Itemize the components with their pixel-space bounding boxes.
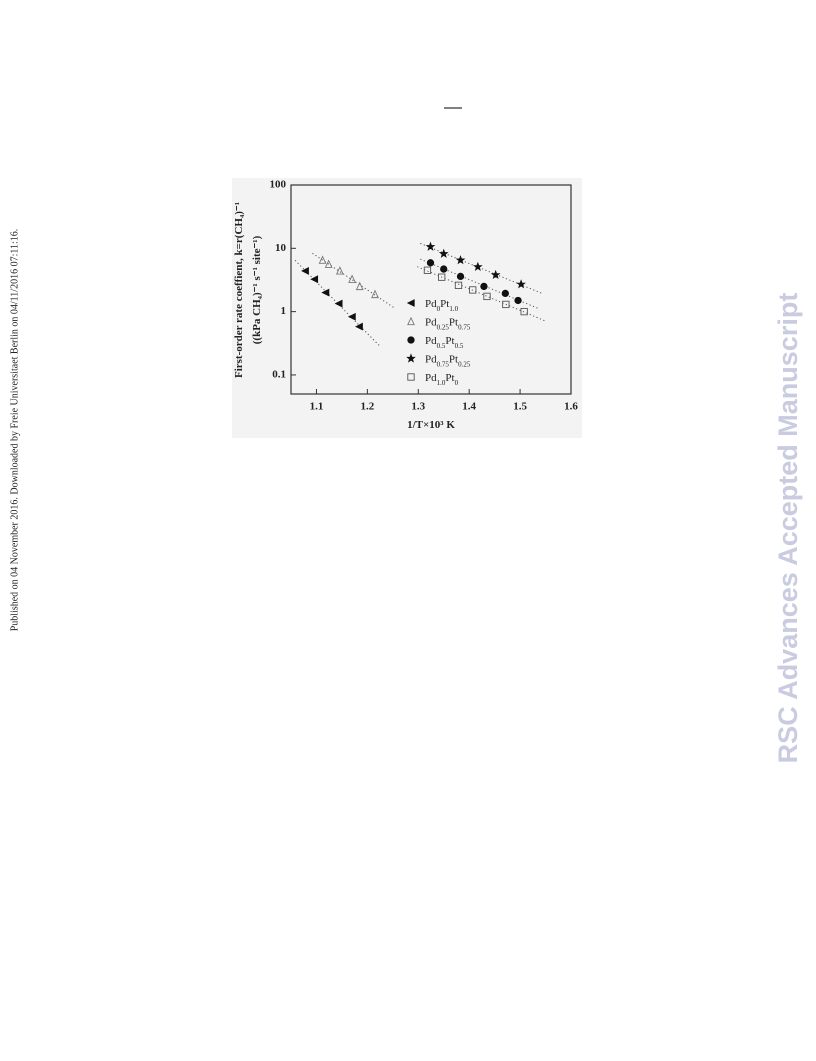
legend-label: Pd0.75Pt0.25: [425, 354, 471, 369]
point: [310, 275, 319, 284]
point: [514, 296, 522, 305]
point: [473, 261, 483, 271]
y-tick-label: 0.1: [272, 368, 286, 380]
point: [423, 266, 432, 274]
point: [490, 269, 501, 280]
legend-marker: [407, 336, 415, 344]
x-tick-label: 1.4: [462, 401, 476, 413]
point: [318, 255, 327, 264]
point: [502, 300, 510, 309]
x-tick-label: 1.2: [360, 401, 374, 413]
point: [438, 248, 449, 258]
x-tick-label: 1.6: [564, 401, 578, 413]
point: [324, 259, 333, 268]
point: [348, 274, 356, 283]
point: [516, 279, 526, 289]
point: [483, 292, 491, 301]
point: [456, 272, 465, 281]
point: [425, 241, 436, 251]
legend-marker: [406, 299, 415, 307]
point: [321, 288, 330, 297]
point: [438, 273, 446, 281]
trend-line: [420, 258, 539, 309]
point: [426, 259, 435, 267]
legend-marker: [407, 373, 415, 381]
legend-marker: [407, 316, 415, 326]
point: [520, 307, 528, 316]
x-tick-label: 1.1: [310, 401, 324, 413]
point: [455, 255, 466, 265]
x-tick-label: 1.5: [513, 401, 527, 413]
y-tick-label: 100: [270, 179, 287, 191]
point: [335, 266, 344, 275]
point: [501, 289, 509, 298]
point: [355, 322, 363, 331]
plot-frame: [290, 184, 572, 395]
y-axis-label: ((kPa CH₄)⁻¹ s⁻¹ site⁻¹): [251, 235, 263, 344]
legend-label: Pd0.25Pt0.75: [425, 317, 471, 332]
y-tick-label: 1: [281, 305, 287, 317]
point: [440, 265, 448, 273]
y-axis-label: First-order rate coeffient, k=r(CH₄)⁻¹: [233, 202, 245, 378]
point: [480, 282, 488, 291]
legend-label: Pd0.5Pt0.5: [425, 335, 464, 350]
x-axis-label: 1/T×10³ K: [407, 419, 455, 431]
point: [301, 266, 309, 275]
point: [469, 286, 477, 294]
x-tick-label: 1.3: [411, 401, 425, 413]
watermark: RSC Advances Accepted Manuscript: [773, 293, 803, 764]
y-tick-label: 10: [275, 242, 287, 254]
point: [371, 289, 379, 299]
point: [355, 281, 364, 291]
point: [347, 312, 356, 321]
point: [334, 299, 343, 308]
side-note: Published on 04 November 2016. Downloade…: [9, 229, 20, 632]
legend-marker: [406, 353, 416, 363]
legend-label: Pd0Pt1.0: [425, 298, 459, 313]
point: [454, 281, 463, 290]
legend-label: Pd1.0Pt0: [425, 372, 459, 387]
